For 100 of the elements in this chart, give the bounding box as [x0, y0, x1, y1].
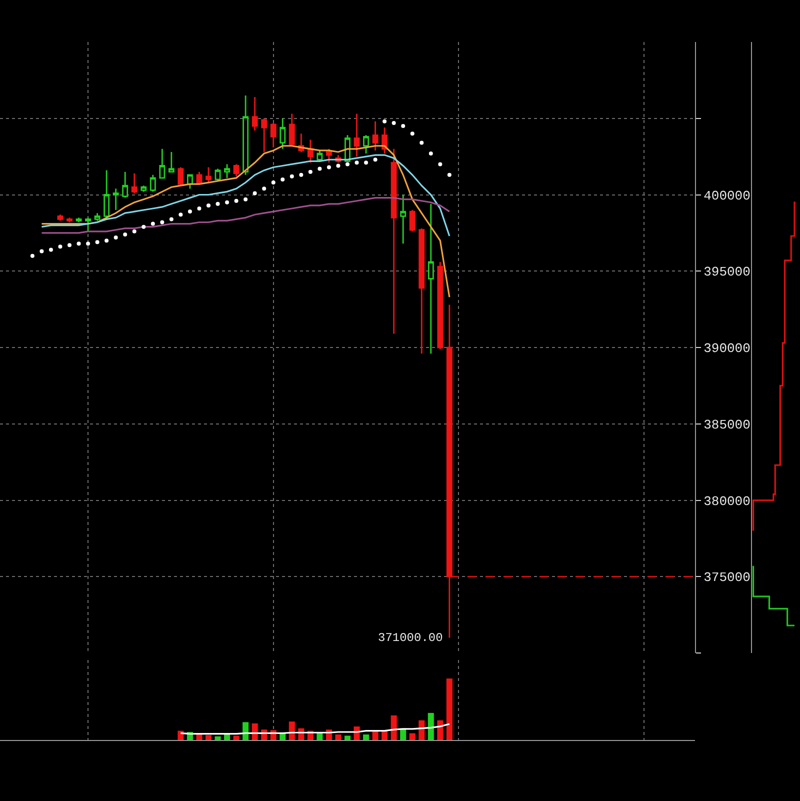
- candlestick: [354, 113, 360, 158]
- candlestick: [400, 194, 406, 244]
- point: [114, 236, 118, 240]
- point: [308, 170, 312, 174]
- point: [373, 158, 378, 162]
- candlestick: [76, 216, 82, 223]
- point: [123, 232, 128, 236]
- line-series: [40, 145, 450, 298]
- bar: [372, 731, 378, 740]
- point: [142, 224, 146, 229]
- candlestick: [316, 150, 323, 162]
- point: [104, 238, 109, 243]
- point: [271, 180, 276, 185]
- point: [290, 174, 294, 178]
- point: [299, 172, 304, 177]
- candlestick: [446, 304, 452, 638]
- candlestick: [233, 164, 240, 178]
- point: [382, 119, 387, 124]
- bar: [382, 730, 388, 740]
- point: [234, 198, 238, 203]
- candlestick: [178, 166, 184, 186]
- point: [252, 191, 257, 196]
- bar: [214, 736, 221, 740]
- point: [178, 212, 183, 217]
- y-tick-label: 400000: [704, 188, 750, 204]
- bar: [428, 712, 434, 740]
- bar: [224, 734, 230, 740]
- candlestick: [85, 216, 91, 232]
- bar: [418, 720, 425, 740]
- point: [447, 172, 452, 177]
- point: [420, 140, 424, 145]
- candlestick: [242, 94, 249, 176]
- candlestick: [57, 214, 64, 222]
- candlestick: [122, 171, 128, 199]
- point: [346, 162, 350, 166]
- candlestick: [66, 216, 72, 223]
- bar: [446, 678, 452, 740]
- line-series: [40, 197, 450, 234]
- point: [280, 177, 285, 182]
- point: [364, 160, 368, 165]
- y-tick-label: 395000: [704, 264, 750, 280]
- bar: [344, 736, 351, 740]
- candlestick: [261, 118, 268, 153]
- bar: [335, 734, 342, 740]
- candlestick: [307, 139, 314, 164]
- bar: [205, 735, 212, 740]
- point: [68, 243, 72, 248]
- point: [262, 186, 266, 191]
- candlestick: [168, 151, 174, 173]
- bar: [233, 736, 240, 740]
- point: [86, 242, 90, 246]
- candlestick: [288, 113, 295, 147]
- bar: [363, 734, 370, 740]
- bar: [390, 715, 397, 740]
- point: [428, 152, 433, 156]
- point: [336, 164, 340, 168]
- candlestick: [363, 134, 369, 154]
- bar: [288, 722, 295, 740]
- candlestick: [437, 261, 444, 350]
- candlestick: [428, 203, 434, 354]
- candlestick: [187, 174, 193, 190]
- y-tick-label: 385000: [704, 417, 750, 432]
- point: [48, 248, 53, 252]
- point: [392, 120, 396, 125]
- candlestick: [112, 188, 119, 211]
- point: [95, 240, 100, 244]
- candlestick: [280, 118, 286, 150]
- point: [206, 203, 210, 208]
- y-tick-label: 390000: [704, 341, 750, 356]
- candlestick: [418, 228, 425, 354]
- point: [58, 244, 62, 249]
- point: [150, 222, 155, 226]
- candlestick: [390, 148, 397, 334]
- point: [40, 249, 44, 254]
- candlestick: [131, 172, 138, 194]
- bar: [437, 720, 444, 740]
- candlestick: [252, 96, 258, 132]
- line-series: [40, 154, 450, 237]
- bar: [196, 734, 202, 740]
- point: [354, 160, 359, 165]
- y-tick-label: 375000: [704, 570, 750, 586]
- bar: [252, 723, 258, 740]
- point: [318, 166, 322, 171]
- candlestick: [206, 166, 212, 184]
- point: [197, 206, 202, 210]
- annotation: 371000.00: [378, 631, 443, 645]
- candlestick: [196, 171, 202, 185]
- point: [188, 210, 192, 214]
- candlestick: [140, 184, 147, 192]
- point: [401, 124, 406, 128]
- point: [216, 202, 220, 206]
- point: [225, 200, 230, 204]
- point: [244, 197, 248, 202]
- candlestick: [372, 120, 378, 152]
- bar: [242, 722, 249, 740]
- bar: [409, 733, 416, 740]
- y-tick-label: 380000: [704, 494, 750, 509]
- point: [30, 254, 34, 258]
- candlestick: [224, 164, 230, 179]
- candlestick: [382, 126, 388, 154]
